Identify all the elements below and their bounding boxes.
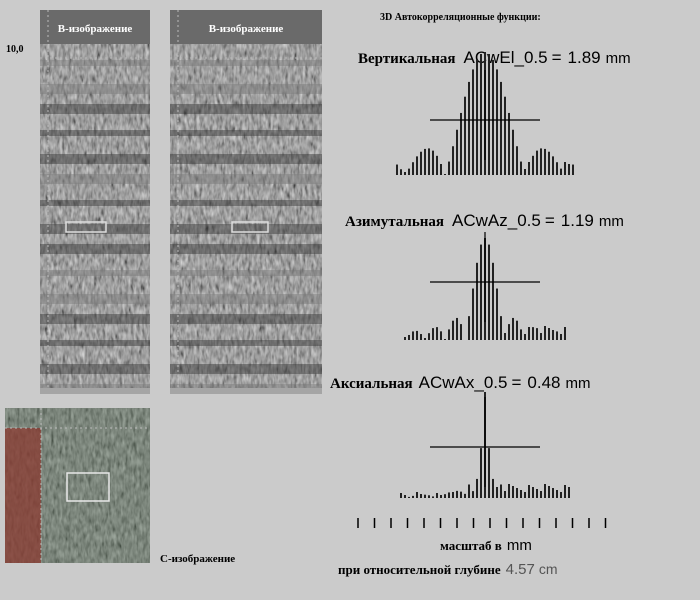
depth-label: при относительной глубине [338, 562, 501, 577]
image-band [40, 314, 150, 324]
side-label: 10,0 [6, 44, 24, 55]
depth-unit: cm [539, 561, 558, 577]
equals: = [511, 373, 521, 392]
image-band [170, 294, 322, 304]
image-band [170, 314, 322, 324]
image-band [170, 224, 322, 234]
param: ACwAx_0.5 [419, 373, 508, 392]
image-band [170, 364, 322, 374]
roi-box [66, 472, 110, 502]
equals: = [552, 48, 562, 67]
image-band [40, 270, 150, 276]
image-band [170, 154, 322, 164]
image-band [170, 340, 322, 346]
value: 0.48 [527, 373, 560, 392]
axis-name: Азимутальная [345, 214, 444, 230]
image-band [170, 84, 322, 94]
image-band [40, 364, 150, 374]
unit: mm [599, 213, 624, 230]
image-band [170, 104, 322, 114]
b-image-label: B-изображение [209, 23, 284, 35]
b-image-2: B-изображение [170, 10, 322, 388]
image-band [40, 294, 150, 304]
image-band [40, 224, 150, 234]
unit: mm [566, 375, 591, 392]
b-image-texture [170, 10, 322, 388]
acf-title: 3D Автокорреляционные функции: [380, 12, 541, 23]
value: 1.19 [561, 211, 594, 230]
b-image-1: B-изображение [40, 10, 150, 388]
scale-label: масштаб в [440, 538, 502, 553]
scale-caption: масштаб в mm [440, 537, 532, 554]
scale-unit: mm [507, 537, 532, 554]
image-band [170, 244, 322, 254]
image-band [170, 200, 322, 206]
b-image-header [40, 10, 150, 44]
image-band [40, 104, 150, 114]
equals: = [545, 211, 555, 230]
acf-heading: Вертикальная ACwEl_0.5 = 1.89 mm [358, 48, 631, 67]
image-band [40, 340, 150, 346]
value: 1.89 [568, 48, 601, 67]
image-band [40, 84, 150, 94]
image-band [40, 154, 150, 164]
image-band [40, 60, 150, 66]
b-image-header [170, 10, 322, 44]
acf-plots [357, 52, 607, 528]
image-band [40, 384, 150, 394]
roi-box [65, 221, 107, 233]
acf-heading: Аксиальная ACwAx_0.5 = 0.48 mm [330, 373, 591, 392]
b-image-label: B-изображение [58, 23, 133, 35]
param: ACwAz_0.5 [452, 211, 541, 230]
image-band [170, 174, 322, 184]
axis-name: Вертикальная [358, 51, 455, 67]
roi-box [231, 221, 269, 233]
c-image [5, 408, 150, 563]
acf-heading: Азимутальная ACwAz_0.5 = 1.19 mm [345, 211, 624, 230]
image-band [40, 174, 150, 184]
image-band [170, 130, 322, 136]
image-band [170, 60, 322, 66]
image-band [170, 384, 322, 394]
depth-caption: при относительной глубине 4.57 cm [338, 561, 557, 578]
b-image-texture [40, 10, 150, 388]
image-band [40, 244, 150, 254]
image-band [40, 130, 150, 136]
image-bands [40, 10, 322, 394]
image-band [170, 270, 322, 276]
image-band [40, 200, 150, 206]
axis-name: Аксиальная [330, 376, 413, 392]
depth-value: 4.57 [506, 561, 535, 578]
c-image-label: C-изображение [160, 553, 235, 565]
c-image-strip [5, 428, 41, 563]
unit: mm [606, 50, 631, 67]
